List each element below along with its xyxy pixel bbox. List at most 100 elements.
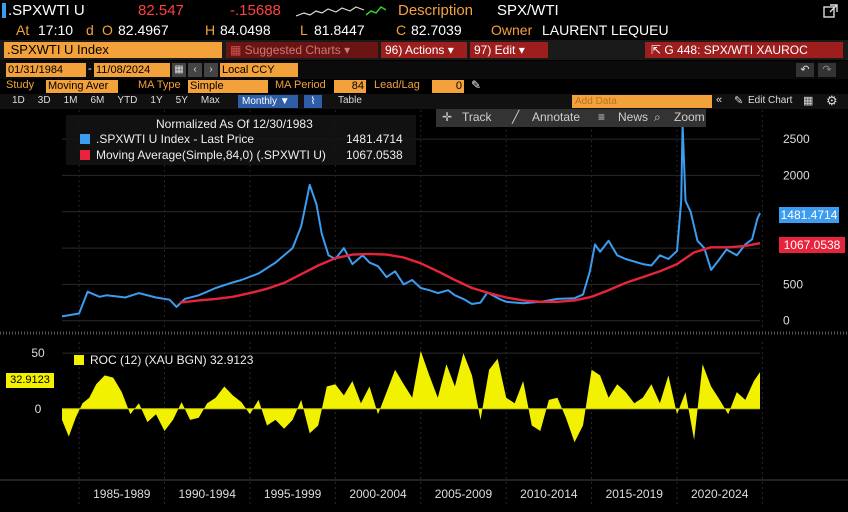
- legend-price-value: 1481.4714: [346, 132, 403, 146]
- owner-value: LAURENT LEQUEU: [542, 22, 669, 38]
- period-1y[interactable]: 1Y: [150, 95, 163, 106]
- date-range-bar: 01/31/1984 - 11/08/2024 ▦ ‹ › Local CCY …: [0, 61, 848, 79]
- at-label: At: [16, 22, 30, 38]
- close-value: 82.7039: [411, 22, 462, 38]
- add-data-input[interactable]: Add Data: [572, 95, 712, 108]
- suggested-charts-button[interactable]: ▦ Suggested Charts ▾: [226, 42, 378, 58]
- ticker-symbol[interactable]: .SPXWTI U: [8, 2, 85, 19]
- price-series-line: [61, 123, 761, 318]
- zoom-tool-button[interactable]: Zoom: [674, 110, 705, 124]
- legend-ma-swatch: [80, 150, 90, 160]
- suggested-charts-icon: ▦: [230, 43, 245, 57]
- period-bar: 1D 3D 1M 6M YTD 1Y 5Y Max Monthly ▼ ⌇ Table Add…: [0, 93, 848, 109]
- ma-type-select[interactable]: Simple: [188, 80, 268, 93]
- end-date-input[interactable]: 11/08/2024: [94, 63, 170, 77]
- sub-y-tick-label: 50: [31, 346, 45, 360]
- quote-time-suffix: d: [86, 22, 94, 38]
- description-value: SPX/WTI: [497, 2, 559, 19]
- annotate-tool-icon: ╱: [512, 110, 520, 124]
- sparkline-green-icon: [366, 6, 386, 16]
- main-toolbar: .SPXWTI U Index ▦ Suggested Charts ▾ 96)…: [0, 40, 848, 60]
- currency-text: Local CCY: [222, 64, 275, 76]
- owner-label: Owner: [491, 22, 533, 38]
- collapse-icon[interactable]: «: [716, 94, 723, 106]
- export-icon: ⇱: [651, 43, 665, 57]
- quote-header: .SPXWTI U 82.547 -.15688 Description SPX…: [0, 0, 848, 22]
- legend-title: Normalized As Of 12/30/1983: [156, 117, 313, 131]
- undo-icon[interactable]: ↶: [796, 63, 814, 77]
- leadlag-input[interactable]: 0: [432, 80, 464, 93]
- redo-icon[interactable]: ↷: [818, 63, 836, 77]
- settings-gear-icon[interactable]: ⚙: [826, 93, 838, 108]
- period-1d[interactable]: 1D: [12, 95, 25, 106]
- sub-y-tick-label: 0: [35, 402, 42, 416]
- roc-chart-panel: 0 50: [31, 342, 763, 505]
- chart-id-button[interactable]: ⇱ G 448: SPX/WTI XAUROC: [645, 42, 843, 58]
- popout-icon[interactable]: [822, 3, 840, 19]
- actions-button[interactable]: 96) Actions ▾: [381, 42, 467, 58]
- end-date-text: 11/08/2024: [96, 64, 151, 76]
- study-bar: Study Moving Aver MA Type Simple MA Peri…: [0, 78, 848, 94]
- chart-grid-icon[interactable]: ▦: [803, 95, 814, 107]
- x-tick-label: 2015-2019: [606, 487, 664, 501]
- track-tool-button[interactable]: Track: [462, 110, 492, 124]
- calendar-icon[interactable]: ▦: [172, 63, 186, 77]
- table-button[interactable]: Table: [338, 95, 362, 106]
- high-value: 84.0498: [220, 22, 271, 38]
- period-3d[interactable]: 3D: [37, 95, 51, 106]
- main-y-tick-label: 500: [783, 277, 803, 291]
- high-label: H: [205, 22, 216, 38]
- ma-axis-tag-text: 1067.0538: [783, 238, 841, 252]
- period-max[interactable]: Max: [200, 95, 220, 106]
- chart-id-label: G 448: SPX/WTI XAUROC: [664, 43, 808, 57]
- x-tick-label: 2005-2009: [435, 487, 493, 501]
- currency-select[interactable]: Local CCY: [220, 63, 298, 77]
- close-label: C: [396, 22, 407, 38]
- edit-button[interactable]: 97) Edit ▾: [470, 42, 548, 58]
- pencil-icon[interactable]: ✎: [471, 78, 482, 92]
- open-value: 82.4967: [118, 22, 169, 38]
- prev-period-icon[interactable]: ‹: [188, 63, 202, 77]
- news-tool-icon: ≡: [598, 110, 606, 124]
- start-date-input[interactable]: 01/31/1984: [6, 63, 86, 77]
- x-tick-label: 2010-2014: [520, 487, 578, 501]
- edit-chart-pencil-icon: ✎: [734, 95, 744, 107]
- frequency-select[interactable]: Monthly ▼: [238, 95, 298, 108]
- ma-period-input[interactable]: 84: [334, 80, 366, 93]
- price-change: -.15688: [230, 2, 281, 19]
- security-field[interactable]: .SPXWTI U Index: [4, 42, 222, 58]
- last-price: 82.547: [138, 2, 184, 19]
- main-y-tick-label: 2000: [783, 168, 810, 182]
- ohlc-line: At 17:10 d O 82.4967 H 84.0498 L 81.8447…: [0, 21, 848, 40]
- start-date-text: 01/31/1984: [8, 64, 64, 76]
- period-6m[interactable]: 6M: [90, 95, 105, 106]
- annotate-tool-button[interactable]: Annotate: [532, 110, 581, 124]
- x-tick-label: 1995-1999: [264, 487, 322, 501]
- low-label: L: [300, 22, 308, 38]
- edit-label: 97) Edit: [474, 43, 516, 57]
- period-1m[interactable]: 1M: [63, 95, 78, 106]
- main-y-tick-label: 2500: [783, 132, 810, 146]
- news-tool-button[interactable]: News: [618, 110, 649, 124]
- next-period-icon[interactable]: ›: [204, 63, 218, 77]
- study-select[interactable]: Moving Aver: [46, 80, 118, 93]
- chart-tools: ✛ Track ╱ Annotate ≡ News ⌕ Zoom: [436, 109, 706, 127]
- price-axis-tag-text: 1481.4714: [780, 208, 838, 222]
- ma-period-label: MA Period: [275, 79, 326, 91]
- period-5y[interactable]: 5Y: [175, 95, 188, 106]
- roc-legend-swatch: [74, 355, 84, 365]
- ma-axis-tag: 1067.0538: [779, 237, 845, 253]
- security-field-text: .SPXWTI U Index: [7, 42, 109, 57]
- ma-type-select-text: Simple: [190, 80, 224, 92]
- edit-chart-button[interactable]: Edit Chart: [748, 95, 793, 106]
- track-tool-icon: ✛: [442, 110, 453, 124]
- period-ytd[interactable]: YTD: [117, 95, 138, 106]
- ma-period-text: 84: [351, 80, 364, 92]
- chart-type-icon[interactable]: ⌇: [304, 95, 322, 108]
- leadlag-label: Lead/Lag: [374, 79, 420, 91]
- actions-label: 96) Actions: [385, 43, 445, 57]
- legend-price-swatch: [80, 134, 90, 144]
- roc-area: [62, 350, 760, 443]
- x-tick-label: 1985-1989: [93, 487, 151, 501]
